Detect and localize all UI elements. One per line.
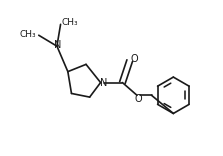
Text: N: N xyxy=(100,78,107,88)
Text: N: N xyxy=(54,40,62,50)
Text: O: O xyxy=(134,94,142,104)
Text: O: O xyxy=(131,54,138,64)
Text: CH₃: CH₃ xyxy=(62,18,78,27)
Text: CH₃: CH₃ xyxy=(20,30,37,39)
